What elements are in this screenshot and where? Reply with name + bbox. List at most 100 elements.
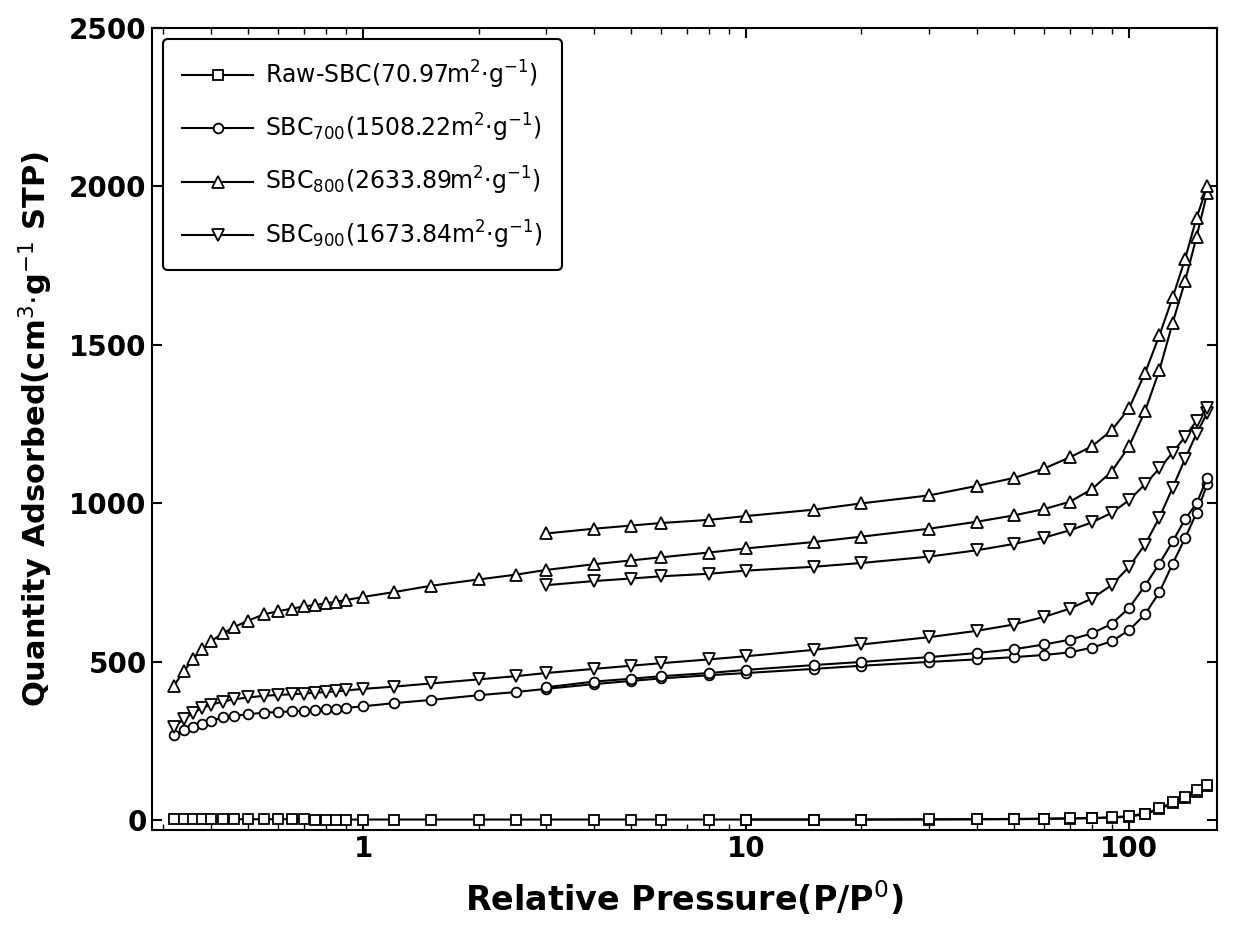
SBC$_{900}$(1673.84m$^{2}$$\cdot$g$^{-1}$)	[586, 663, 601, 674]
SBC$_{800}$(2633.89m$^{2}$$\cdot$g$^{-1}$)	[328, 596, 343, 607]
SBC$_{700}$(1508.22m$^{2}$$\cdot$g$^{-1}$)	[1190, 508, 1204, 519]
SBC$_{900}$(1673.84m$^{2}$$\cdot$g$^{-1}$)	[1104, 580, 1119, 591]
SBC$_{700}$(1508.22m$^{2}$$\cdot$g$^{-1}$)	[167, 729, 181, 741]
SBC$_{800}$(2633.89m$^{2}$$\cdot$g$^{-1}$)	[271, 606, 286, 617]
Raw-SBC(70.97m$^{2}$$\cdot$g$^{-1}$)	[623, 814, 638, 826]
Raw-SBC(70.97m$^{2}$$\cdot$g$^{-1}$)	[806, 814, 821, 826]
Raw-SBC(70.97m$^{2}$$\cdot$g$^{-1}$)	[922, 814, 937, 826]
SBC$_{700}$(1508.22m$^{2}$$\cdot$g$^{-1}$)	[296, 705, 311, 716]
SBC$_{800}$(2633.89m$^{2}$$\cdot$g$^{-1}$)	[296, 601, 311, 612]
SBC$_{900}$(1673.84m$^{2}$$\cdot$g$^{-1}$)	[739, 651, 754, 662]
Raw-SBC(70.97m$^{2}$$\cdot$g$^{-1}$)	[1153, 804, 1167, 815]
SBC$_{700}$(1508.22m$^{2}$$\cdot$g$^{-1}$)	[471, 690, 486, 701]
SBC$_{700}$(1508.22m$^{2}$$\cdot$g$^{-1}$)	[355, 700, 370, 712]
SBC$_{800}$(2633.89m$^{2}$$\cdot$g$^{-1}$)	[623, 554, 638, 566]
SBC$_{900}$(1673.84m$^{2}$$\cdot$g$^{-1}$)	[1138, 539, 1153, 550]
Line: Raw-SBC(70.97m$^{2}$$\cdot$g$^{-1}$): Raw-SBC(70.97m$^{2}$$\cdot$g$^{-1}$)	[169, 781, 1212, 825]
SBC$_{900}$(1673.84m$^{2}$$\cdot$g$^{-1}$)	[308, 687, 323, 698]
SBC$_{900}$(1673.84m$^{2}$$\cdot$g$^{-1}$)	[186, 707, 201, 718]
SBC$_{700}$(1508.22m$^{2}$$\cdot$g$^{-1}$)	[318, 704, 333, 715]
SBC$_{800}$(2633.89m$^{2}$$\cdot$g$^{-1}$)	[1037, 503, 1051, 514]
SBC$_{900}$(1673.84m$^{2}$$\cdot$g$^{-1}$)	[471, 674, 486, 685]
SBC$_{900}$(1673.84m$^{2}$$\cdot$g$^{-1}$)	[284, 689, 299, 700]
SBC$_{700}$(1508.22m$^{2}$$\cdot$g$^{-1}$)	[1165, 558, 1180, 569]
SBC$_{900}$(1673.84m$^{2}$$\cdot$g$^{-1}$)	[1199, 408, 1214, 419]
X-axis label: Relative Pressure(P/P$^{0}$): Relative Pressure(P/P$^{0}$)	[465, 880, 903, 918]
SBC$_{900}$(1673.84m$^{2}$$\cdot$g$^{-1}$)	[167, 721, 181, 732]
SBC$_{700}$(1508.22m$^{2}$$\cdot$g$^{-1}$)	[1037, 649, 1051, 660]
SBC$_{700}$(1508.22m$^{2}$$\cdot$g$^{-1}$)	[271, 707, 286, 718]
SBC$_{900}$(1673.84m$^{2}$$\cdot$g$^{-1}$)	[806, 644, 821, 655]
SBC$_{800}$(2633.89m$^{2}$$\cdot$g$^{-1}$)	[1085, 483, 1099, 495]
Raw-SBC(70.97m$^{2}$$\cdot$g$^{-1}$)	[241, 813, 255, 825]
Raw-SBC(70.97m$^{2}$$\cdot$g$^{-1}$)	[1138, 809, 1153, 820]
Raw-SBC(70.97m$^{2}$$\cdot$g$^{-1}$)	[1007, 813, 1022, 825]
SBC$_{800}$(2633.89m$^{2}$$\cdot$g$^{-1}$)	[1199, 187, 1214, 198]
SBC$_{900}$(1673.84m$^{2}$$\cdot$g$^{-1}$)	[355, 683, 370, 695]
SBC$_{800}$(2633.89m$^{2}$$\cdot$g$^{-1}$)	[216, 627, 231, 639]
SBC$_{700}$(1508.22m$^{2}$$\cdot$g$^{-1}$)	[969, 654, 983, 665]
SBC$_{800}$(2633.89m$^{2}$$\cdot$g$^{-1}$)	[1177, 276, 1192, 287]
SBC$_{700}$(1508.22m$^{2}$$\cdot$g$^{-1}$)	[739, 668, 754, 679]
SBC$_{700}$(1508.22m$^{2}$$\cdot$g$^{-1}$)	[1104, 636, 1119, 647]
Raw-SBC(70.97m$^{2}$$\cdot$g$^{-1}$)	[296, 813, 311, 825]
SBC$_{700}$(1508.22m$^{2}$$\cdot$g$^{-1}$)	[623, 675, 638, 686]
Raw-SBC(70.97m$^{2}$$\cdot$g$^{-1}$)	[308, 814, 323, 826]
SBC$_{800}$(2633.89m$^{2}$$\cdot$g$^{-1}$)	[355, 591, 370, 602]
Raw-SBC(70.97m$^{2}$$\cdot$g$^{-1}$)	[423, 814, 438, 826]
SBC$_{800}$(2633.89m$^{2}$$\cdot$g$^{-1}$)	[241, 615, 255, 626]
Raw-SBC(70.97m$^{2}$$\cdot$g$^{-1}$)	[1085, 813, 1099, 824]
SBC$_{700}$(1508.22m$^{2}$$\cdot$g$^{-1}$)	[195, 718, 210, 729]
SBC$_{900}$(1673.84m$^{2}$$\cdot$g$^{-1}$)	[318, 686, 333, 698]
Raw-SBC(70.97m$^{2}$$\cdot$g$^{-1}$)	[195, 813, 210, 825]
SBC$_{900}$(1673.84m$^{2}$$\cdot$g$^{-1}$)	[1007, 619, 1022, 630]
SBC$_{800}$(2633.89m$^{2}$$\cdot$g$^{-1}$)	[1165, 317, 1180, 328]
Raw-SBC(70.97m$^{2}$$\cdot$g$^{-1}$)	[1104, 812, 1119, 823]
SBC$_{800}$(2633.89m$^{2}$$\cdot$g$^{-1}$)	[538, 565, 553, 576]
SBC$_{700}$(1508.22m$^{2}$$\cdot$g$^{-1}$)	[216, 712, 231, 723]
SBC$_{800}$(2633.89m$^{2}$$\cdot$g$^{-1}$)	[423, 581, 438, 592]
Raw-SBC(70.97m$^{2}$$\cdot$g$^{-1}$)	[355, 814, 370, 826]
Line: SBC$_{900}$(1673.84m$^{2}$$\cdot$g$^{-1}$): SBC$_{900}$(1673.84m$^{2}$$\cdot$g$^{-1}…	[168, 408, 1213, 732]
SBC$_{900}$(1673.84m$^{2}$$\cdot$g$^{-1}$)	[854, 639, 869, 650]
SBC$_{700}$(1508.22m$^{2}$$\cdot$g$^{-1}$)	[538, 683, 553, 695]
SBC$_{800}$(2633.89m$^{2}$$\cdot$g$^{-1}$)	[284, 603, 299, 614]
Raw-SBC(70.97m$^{2}$$\cdot$g$^{-1}$)	[471, 814, 486, 826]
SBC$_{800}$(2633.89m$^{2}$$\cdot$g$^{-1}$)	[854, 531, 869, 542]
SBC$_{900}$(1673.84m$^{2}$$\cdot$g$^{-1}$)	[1122, 561, 1137, 572]
SBC$_{900}$(1673.84m$^{2}$$\cdot$g$^{-1}$)	[654, 657, 669, 669]
SBC$_{800}$(2633.89m$^{2}$$\cdot$g$^{-1}$)	[471, 574, 486, 585]
SBC$_{700}$(1508.22m$^{2}$$\cdot$g$^{-1}$)	[241, 709, 255, 720]
SBC$_{700}$(1508.22m$^{2}$$\cdot$g$^{-1}$)	[186, 721, 201, 732]
SBC$_{700}$(1508.22m$^{2}$$\cdot$g$^{-1}$)	[702, 669, 717, 681]
SBC$_{800}$(2633.89m$^{2}$$\cdot$g$^{-1}$)	[806, 537, 821, 548]
SBC$_{700}$(1508.22m$^{2}$$\cdot$g$^{-1}$)	[806, 663, 821, 674]
SBC$_{800}$(2633.89m$^{2}$$\cdot$g$^{-1}$)	[1190, 231, 1204, 242]
Raw-SBC(70.97m$^{2}$$\cdot$g$^{-1}$)	[969, 813, 983, 825]
Raw-SBC(70.97m$^{2}$$\cdot$g$^{-1}$)	[204, 813, 218, 825]
SBC$_{900}$(1673.84m$^{2}$$\cdot$g$^{-1}$)	[508, 670, 523, 682]
SBC$_{800}$(2633.89m$^{2}$$\cdot$g$^{-1}$)	[654, 552, 669, 563]
SBC$_{900}$(1673.84m$^{2}$$\cdot$g$^{-1}$)	[1062, 603, 1077, 614]
Raw-SBC(70.97m$^{2}$$\cdot$g$^{-1}$)	[1062, 813, 1077, 824]
SBC$_{900}$(1673.84m$^{2}$$\cdot$g$^{-1}$)	[922, 631, 937, 642]
SBC$_{800}$(2633.89m$^{2}$$\cdot$g$^{-1}$)	[508, 569, 523, 581]
SBC$_{800}$(2633.89m$^{2}$$\cdot$g$^{-1}$)	[186, 654, 201, 665]
Raw-SBC(70.97m$^{2}$$\cdot$g$^{-1}$)	[386, 814, 401, 826]
Raw-SBC(70.97m$^{2}$$\cdot$g$^{-1}$)	[227, 813, 242, 825]
Raw-SBC(70.97m$^{2}$$\cdot$g$^{-1}$)	[654, 814, 669, 826]
Raw-SBC(70.97m$^{2}$$\cdot$g$^{-1}$)	[271, 813, 286, 825]
SBC$_{900}$(1673.84m$^{2}$$\cdot$g$^{-1}$)	[204, 699, 218, 711]
SBC$_{900}$(1673.84m$^{2}$$\cdot$g$^{-1}$)	[176, 713, 191, 725]
SBC$_{900}$(1673.84m$^{2}$$\cdot$g$^{-1}$)	[338, 684, 353, 696]
SBC$_{700}$(1508.22m$^{2}$$\cdot$g$^{-1}$)	[1085, 642, 1099, 654]
SBC$_{700}$(1508.22m$^{2}$$\cdot$g$^{-1}$)	[654, 673, 669, 684]
SBC$_{800}$(2633.89m$^{2}$$\cdot$g$^{-1}$)	[1104, 466, 1119, 477]
SBC$_{900}$(1673.84m$^{2}$$\cdot$g$^{-1}$)	[623, 660, 638, 671]
Raw-SBC(70.97m$^{2}$$\cdot$g$^{-1}$)	[1165, 798, 1180, 809]
SBC$_{900}$(1673.84m$^{2}$$\cdot$g$^{-1}$)	[1085, 593, 1099, 604]
SBC$_{700}$(1508.22m$^{2}$$\cdot$g$^{-1}$)	[386, 698, 401, 709]
SBC$_{800}$(2633.89m$^{2}$$\cdot$g$^{-1}$)	[176, 666, 191, 677]
Raw-SBC(70.97m$^{2}$$\cdot$g$^{-1}$)	[586, 814, 601, 826]
SBC$_{700}$(1508.22m$^{2}$$\cdot$g$^{-1}$)	[508, 686, 523, 698]
